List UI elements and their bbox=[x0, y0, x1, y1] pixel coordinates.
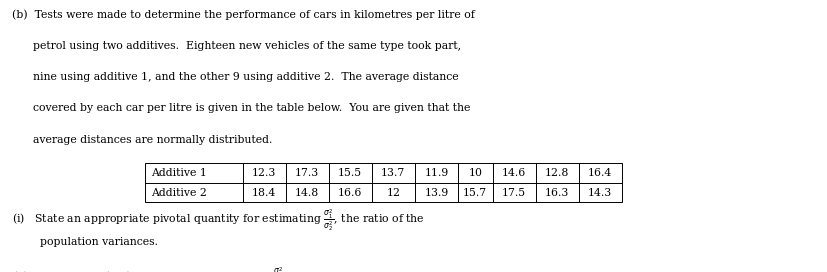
Text: 18.4: 18.4 bbox=[251, 188, 276, 197]
Text: 14.8: 14.8 bbox=[294, 188, 319, 197]
Text: covered by each car per litre is given in the table below.  You are given that t: covered by each car per litre is given i… bbox=[12, 103, 471, 113]
Text: 14.6: 14.6 bbox=[501, 168, 526, 178]
Text: 15.5: 15.5 bbox=[337, 168, 362, 178]
Text: average distances are normally distributed.: average distances are normally distribut… bbox=[12, 135, 272, 145]
Text: nine using additive 1, and the other 9 using additive 2.  The average distance: nine using additive 1, and the other 9 u… bbox=[12, 72, 458, 82]
Text: 12.8: 12.8 bbox=[544, 168, 569, 178]
Text: Additive 2: Additive 2 bbox=[151, 188, 207, 197]
Text: 16.6: 16.6 bbox=[337, 188, 362, 197]
Text: 12.3: 12.3 bbox=[251, 168, 276, 178]
Text: 16.4: 16.4 bbox=[587, 168, 612, 178]
Text: 13.9: 13.9 bbox=[423, 188, 448, 197]
Text: (ii)  Derive a 100(1-$\alpha$)% confidence interval for $\frac{\sigma_1^2}{\sigm: (ii) Derive a 100(1-$\alpha$)% confidenc… bbox=[12, 265, 437, 272]
Text: 16.3: 16.3 bbox=[544, 188, 569, 197]
Text: (i)   State an appropriate pivotal quantity for estimating $\frac{\sigma_1^2}{\s: (i) State an appropriate pivotal quantit… bbox=[12, 208, 425, 233]
Text: 10: 10 bbox=[468, 168, 481, 178]
Text: population variances.: population variances. bbox=[12, 237, 158, 247]
Text: 17.3: 17.3 bbox=[294, 168, 319, 178]
Text: 12: 12 bbox=[386, 188, 399, 197]
Bar bbox=[145, 163, 621, 202]
Text: Additive 1: Additive 1 bbox=[151, 168, 207, 178]
Text: 14.3: 14.3 bbox=[587, 188, 612, 197]
Text: 15.7: 15.7 bbox=[462, 188, 487, 197]
Text: 13.7: 13.7 bbox=[380, 168, 405, 178]
Text: petrol using two additives.  Eighteen new vehicles of the same type took part,: petrol using two additives. Eighteen new… bbox=[12, 41, 461, 51]
Text: 17.5: 17.5 bbox=[501, 188, 526, 197]
Text: 11.9: 11.9 bbox=[423, 168, 448, 178]
Text: (b)  Tests were made to determine the performance of cars in kilometres per litr: (b) Tests were made to determine the per… bbox=[12, 10, 475, 20]
